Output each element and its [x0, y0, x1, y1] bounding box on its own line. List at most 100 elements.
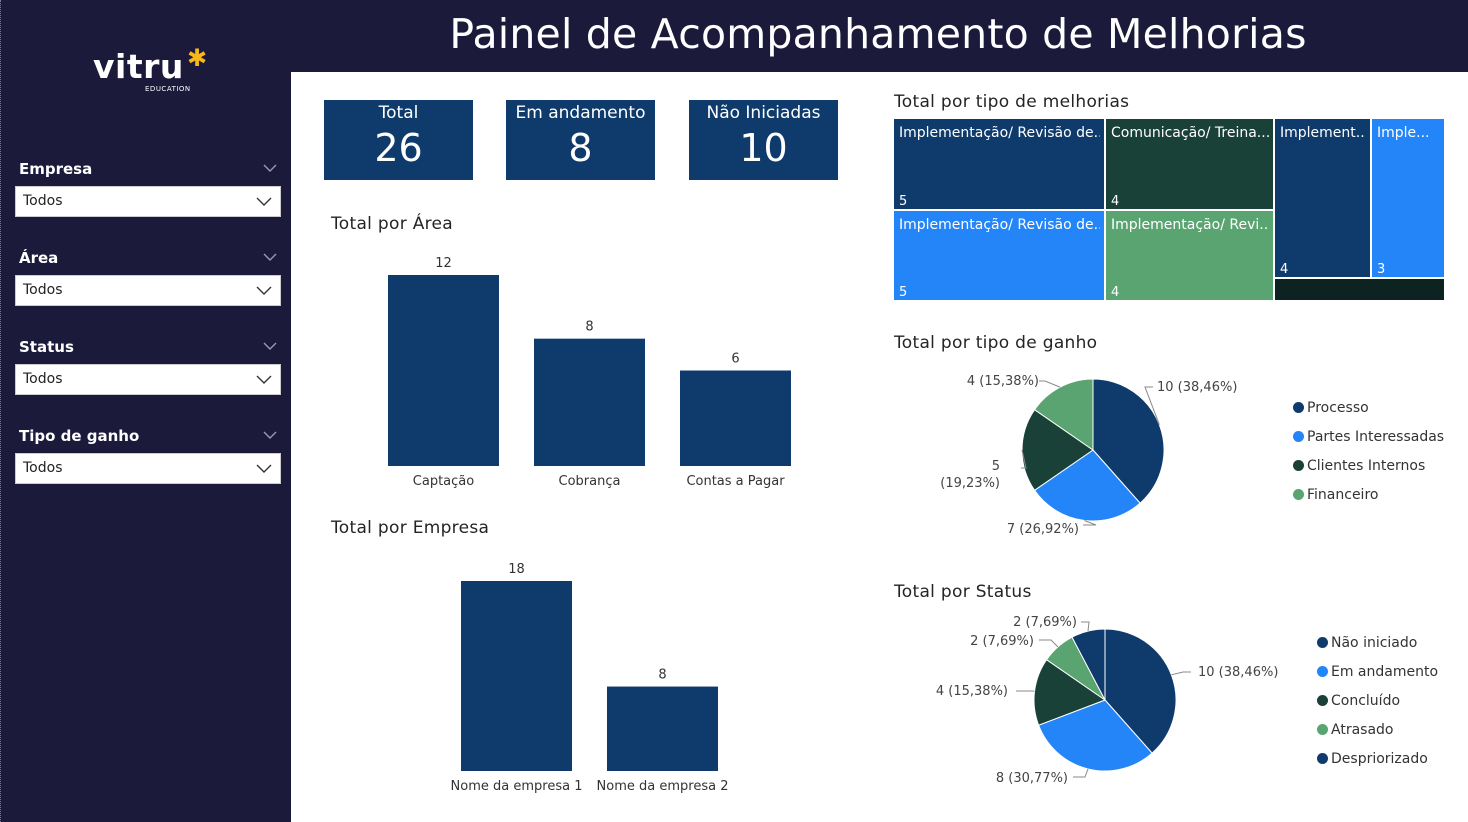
- filter-value: Todos: [23, 282, 63, 298]
- filter-empresa: Empresa Todos: [15, 158, 281, 217]
- pie-chart-tipo-ganho[interactable]: 10 (38,46%) 7 (26,92%) 5 (19,23%) 4 (15,38%): [893, 360, 1283, 550]
- bar-1[interactable]: [607, 686, 718, 771]
- chevron-down-icon[interactable]: [263, 247, 277, 269]
- treemap-cell-label: Imple...: [1377, 125, 1430, 141]
- bar-1[interactable]: [534, 338, 645, 466]
- leader-line: [1073, 768, 1089, 778]
- bar-value-label: 6: [731, 352, 739, 367]
- treemap-cell[interactable]: Comunicação/ Treina... 4: [1105, 118, 1274, 210]
- logo-word: vitru: [93, 47, 184, 86]
- legend-item[interactable]: Em andamento: [1317, 657, 1438, 686]
- dropdown-chevron-icon[interactable]: [256, 282, 272, 298]
- pie-chart-status[interactable]: 10 (38,46%) 8 (30,77%) 4 (15,38%) 2 (7,69%)…: [893, 605, 1303, 800]
- kpi-value: 26: [374, 126, 423, 170]
- treemap-cell[interactable]: Implementação/ Revisão de... 5: [893, 210, 1105, 301]
- chevron-down-icon[interactable]: [263, 158, 277, 180]
- filter-value: Todos: [23, 193, 63, 209]
- pie-slice-1[interactable]: [1037, 699, 1153, 772]
- legend-label: Atrasado: [1331, 721, 1394, 738]
- legend-label: Despriorizado: [1331, 750, 1428, 767]
- pie-data-label: 10 (38,46%): [1157, 380, 1237, 395]
- legend-dot-icon: [1317, 724, 1328, 735]
- treemap-tipo-melhorias[interactable]: Implementação/ Revisão de... 5 Comunicação…: [893, 118, 1445, 301]
- filter-value: Todos: [23, 460, 63, 476]
- legend-label: Processo: [1307, 399, 1369, 416]
- filter-area: Área Todos: [15, 247, 281, 306]
- treemap-cell[interactable]: Implementação/ Revisão de... 5: [893, 118, 1105, 210]
- pie-data-label: 10 (38,46%): [1198, 665, 1278, 680]
- category-label: Nome da empresa 1: [451, 779, 583, 794]
- bar-chart-empresa[interactable]: 18 Nome da empresa 1 8 Nome da empresa 2: [330, 550, 830, 805]
- treemap-cell-label: Implementação/ Revisão de...: [899, 125, 1100, 141]
- pie-data-label: (19,23%): [940, 476, 1000, 491]
- legend-dot-icon: [1317, 695, 1328, 706]
- pie-data-label: 4 (15,38%): [967, 374, 1039, 389]
- filter-status: Status Todos: [15, 336, 281, 395]
- legend-label: Financeiro: [1307, 486, 1379, 503]
- chart-title-status: Total por Status: [894, 582, 1032, 602]
- pie-slice-4[interactable]: [1071, 628, 1106, 701]
- filter-dropdown-tipo-ganho[interactable]: Todos: [15, 453, 281, 484]
- legend-item[interactable]: Processo: [1293, 393, 1444, 422]
- treemap-cell[interactable]: Implementação/ Revi... 4: [1105, 210, 1274, 301]
- bar-0[interactable]: [461, 581, 572, 771]
- dropdown-chevron-icon[interactable]: [256, 371, 272, 387]
- kpi-card-nao-iniciadas[interactable]: Não Iniciadas 10: [689, 100, 838, 180]
- treemap-cell[interactable]: Imple... 3: [1371, 118, 1445, 278]
- logo-sub: EDUCATION: [145, 85, 191, 93]
- chart-title-empresa: Total por Empresa: [331, 518, 490, 538]
- kpi-label: Total: [378, 103, 419, 123]
- filter-dropdown-area[interactable]: Todos: [15, 275, 281, 306]
- leader-line: [1171, 671, 1191, 676]
- legend-item[interactable]: Não iniciado: [1317, 628, 1438, 657]
- legend-item[interactable]: Concluído: [1317, 686, 1438, 715]
- pie-slice-0[interactable]: [1104, 628, 1177, 754]
- filter-label: Empresa: [19, 160, 93, 178]
- kpi-card-total[interactable]: Total 26: [324, 100, 473, 180]
- filter-dropdown-status[interactable]: Todos: [15, 364, 281, 395]
- kpi-label: Em andamento: [515, 103, 646, 123]
- kpi-card-em-andamento[interactable]: Em andamento 8: [506, 100, 655, 180]
- category-label: Cobrança: [559, 474, 621, 489]
- kpi-label: Não Iniciadas: [706, 103, 821, 123]
- kpi-value: 10: [739, 126, 788, 170]
- legend-item[interactable]: Clientes Internos: [1293, 451, 1444, 480]
- chevron-down-icon[interactable]: [263, 336, 277, 358]
- bar-0[interactable]: [388, 275, 499, 466]
- chart-title-tipo-ganho: Total por tipo de ganho: [894, 333, 1098, 353]
- filter-dropdown-empresa[interactable]: Todos: [15, 186, 281, 217]
- bar-chart-area[interactable]: 12 Captação 8 Cobrança 6 Contas a Pagar: [330, 245, 830, 500]
- legend-dot-icon: [1317, 637, 1328, 648]
- leader-line: [1083, 520, 1097, 526]
- leader-line: [1039, 380, 1061, 388]
- leader-line: [1144, 386, 1160, 426]
- category-label: Nome da empresa 2: [597, 779, 729, 794]
- chevron-down-icon[interactable]: [263, 425, 277, 447]
- pie-data-label: 2 (7,69%): [1013, 615, 1077, 630]
- treemap-cell-value: 5: [899, 194, 908, 209]
- dropdown-chevron-icon[interactable]: [256, 193, 272, 209]
- legend-dot-icon: [1293, 460, 1304, 471]
- legend-item[interactable]: Despriorizado: [1317, 744, 1438, 773]
- legend-item[interactable]: Partes Interessadas: [1293, 422, 1444, 451]
- treemap-cell[interactable]: Implement... 4: [1274, 118, 1371, 278]
- filter-label: Área: [19, 249, 59, 267]
- filter-sidebar: vitru ✱ EDUCATION Empresa Todos Área Tod…: [0, 0, 291, 822]
- pie-slice-2[interactable]: [1033, 658, 1107, 726]
- legend-item[interactable]: Atrasado: [1317, 715, 1438, 744]
- legend-tipo-ganho: Processo Partes Interessadas Clientes Inte…: [1293, 393, 1444, 509]
- legend-label: Não iniciado: [1331, 634, 1418, 651]
- bar-2[interactable]: [680, 370, 791, 467]
- treemap-cell-value: 4: [1111, 285, 1120, 300]
- dropdown-chevron-icon[interactable]: [256, 460, 272, 476]
- legend-item[interactable]: Financeiro: [1293, 480, 1444, 509]
- treemap-cell[interactable]: [1274, 278, 1445, 301]
- filter-value: Todos: [23, 371, 63, 387]
- leader-line: [1039, 639, 1059, 648]
- page-title: Painel de Acompanhamento de Melhorias: [449, 10, 1307, 58]
- bar-value-label: 12: [435, 256, 452, 271]
- pie-data-label: 4 (15,38%): [936, 684, 1008, 699]
- legend-dot-icon: [1293, 402, 1304, 413]
- vitru-logo: vitru ✱ EDUCATION: [93, 44, 207, 93]
- legend-status: Não iniciado Em andamento Concluído Atrasad…: [1317, 628, 1438, 773]
